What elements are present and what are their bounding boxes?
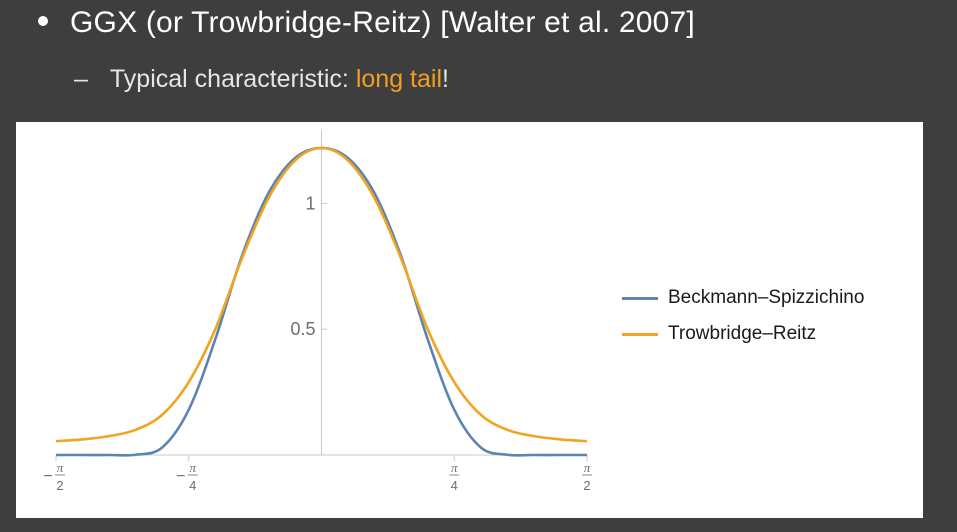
chart-panel: 0.5 1− π 2− π 4 π 4 π 2 Beckmann–Spizzichino Trow…	[16, 122, 923, 518]
legend-item-trowbridge: Trowbridge–Reitz	[622, 316, 864, 352]
legend-item-beckmann: Beckmann–Spizzichino	[622, 280, 864, 316]
dash-icon: –	[74, 65, 88, 93]
bullet-dot-icon	[38, 16, 48, 27]
x-tick-numerator: π	[57, 460, 64, 475]
sub-bullet-prefix: Typical characteristic:	[109, 65, 356, 93]
x-tick-denominator: 4	[189, 478, 196, 493]
x-tick-numerator: π	[451, 460, 458, 475]
x-tick-numerator: π	[584, 460, 591, 475]
x-tick-denominator: 2	[56, 478, 63, 493]
x-tick-sign: −	[176, 468, 185, 485]
legend-label-trowbridge: Trowbridge–Reitz	[668, 323, 817, 344]
legend-swatch-beckmann	[622, 296, 658, 300]
series-line-trowbridge	[55, 146, 588, 443]
slide-title-text: GGX (or Trowbridge-Reitz) [Walter et al.…	[70, 6, 695, 39]
y-tick-label: 0.5	[290, 319, 315, 339]
x-tick-numerator: π	[189, 460, 196, 475]
x-tick-sign: −	[43, 468, 52, 485]
x-tick-denominator: 4	[451, 478, 458, 493]
y-tick-label: 1	[305, 193, 315, 213]
legend-label-beckmann: Beckmann–Spizzichino	[668, 287, 865, 308]
sub-bullet-suffix: !	[442, 65, 449, 93]
x-tick-denominator: 2	[583, 478, 590, 493]
sub-bullet: – Typical characteristic: long tail!	[74, 65, 449, 94]
legend-swatch-trowbridge	[622, 332, 658, 336]
chart-legend: Beckmann–Spizzichino Trowbridge–Reitz	[622, 280, 864, 352]
sub-bullet-highlight: long tail	[355, 65, 442, 93]
slide-title: GGX (or Trowbridge-Reitz) [Walter et al.…	[38, 6, 695, 40]
